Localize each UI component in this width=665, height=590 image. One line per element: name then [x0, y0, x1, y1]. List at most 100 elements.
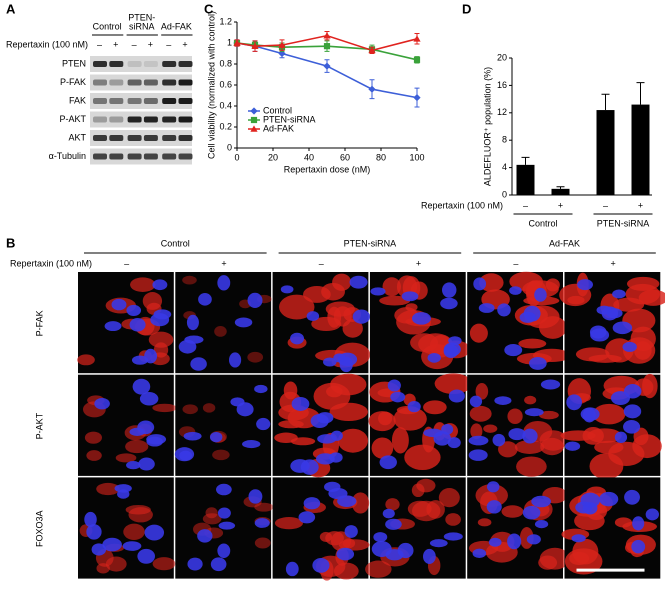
blot-band: [93, 61, 107, 67]
y-tick-label: 20: [497, 52, 507, 62]
nucleus: [236, 402, 254, 417]
stain-red: [77, 354, 95, 366]
nucleus: [315, 453, 335, 465]
category-axis-label: Repertaxin (100 nM): [421, 200, 503, 210]
nucleus: [290, 332, 305, 345]
stain-red: [560, 430, 596, 441]
blot-band: [162, 61, 177, 67]
stain-red: [86, 450, 102, 461]
nucleus: [645, 508, 659, 521]
blot-band: [93, 153, 107, 160]
stain-red: [438, 488, 460, 508]
category-label: –: [523, 200, 528, 210]
nucleus: [540, 379, 561, 390]
stain-red: [182, 275, 197, 285]
nucleus: [254, 518, 270, 528]
nucleus: [624, 489, 640, 505]
nucleus: [84, 511, 97, 528]
point: [323, 62, 331, 70]
stain-red: [475, 383, 489, 400]
treatment-sign: +: [182, 39, 187, 49]
nucleus: [478, 303, 495, 313]
panel-letter: B: [6, 235, 15, 250]
nucleus: [298, 511, 316, 524]
stain-red: [385, 498, 400, 511]
blot-band: [127, 116, 142, 123]
nucleus: [91, 543, 107, 556]
stain-red: [634, 341, 652, 360]
nucleus: [198, 293, 212, 306]
x-axis-label: Repertaxin dose (nM): [284, 164, 371, 174]
nucleus: [370, 287, 386, 296]
stain-red: [393, 407, 427, 431]
nucleus: [122, 541, 142, 551]
nucleus: [612, 289, 626, 299]
y-axis-label: Cell viability (normalized with control): [206, 11, 216, 159]
nucleus: [571, 534, 586, 543]
treatment-sign: +: [148, 39, 153, 49]
y-axis-label: ALDEFLUOR⁺ population (%): [482, 67, 492, 186]
nucleus: [217, 275, 231, 291]
nucleus: [407, 400, 421, 413]
stain-red: [524, 395, 537, 405]
stain-red: [279, 294, 315, 320]
legend-marker: [250, 107, 258, 115]
point: [323, 32, 331, 39]
nucleus: [447, 437, 461, 449]
nucleus: [508, 428, 526, 441]
bar: [631, 104, 650, 195]
x-tick-label: 20: [268, 152, 278, 162]
group-label: Ad-FAK: [161, 21, 192, 31]
nucleus: [524, 408, 544, 417]
nucleus: [344, 525, 358, 538]
blot-band: [143, 61, 158, 67]
stain-red: [337, 428, 369, 453]
stain-red: [247, 351, 264, 363]
nucleus: [102, 537, 122, 552]
stain-red: [477, 518, 492, 527]
stain-red: [125, 439, 149, 454]
nucleus: [522, 428, 538, 444]
x-tick-label: 60: [340, 152, 350, 162]
nucleus: [306, 311, 320, 322]
bar: [516, 164, 535, 195]
blot-band: [127, 61, 142, 67]
nucleus: [473, 277, 487, 291]
category-label: +: [638, 200, 643, 210]
treatment-sign: –: [319, 258, 324, 268]
nucleus: [497, 303, 511, 317]
stain-red: [501, 505, 524, 518]
stain-red: [516, 456, 547, 477]
nucleus: [401, 291, 419, 302]
stain-red: [128, 507, 153, 523]
nucleus: [522, 505, 541, 520]
nucleus: [492, 433, 506, 447]
y-tick-label: 1.2: [219, 16, 232, 26]
nucleus: [190, 357, 207, 371]
nucleus: [242, 440, 261, 449]
nucleus: [114, 484, 132, 493]
nucleus: [104, 321, 122, 332]
nucleus: [174, 447, 195, 462]
stain-red: [404, 444, 441, 471]
nucleus: [310, 414, 329, 428]
nucleus: [632, 516, 645, 531]
blot-band: [109, 61, 124, 67]
nucleus: [622, 341, 637, 352]
stain-red: [434, 373, 472, 395]
nucleus: [472, 548, 487, 559]
nucleus: [234, 317, 253, 328]
nucleus: [382, 508, 395, 519]
blot-band: [93, 116, 107, 123]
blot-band: [162, 135, 177, 141]
panel-letter: D: [462, 1, 471, 16]
blot-band: [162, 153, 177, 160]
stain-red: [489, 531, 515, 552]
stain-red: [538, 410, 559, 420]
y-tick-label: 0: [227, 142, 232, 152]
y-tick-label: 8: [502, 135, 507, 145]
stain-red: [475, 484, 508, 507]
nucleus: [531, 495, 551, 508]
nucleus: [186, 314, 199, 331]
